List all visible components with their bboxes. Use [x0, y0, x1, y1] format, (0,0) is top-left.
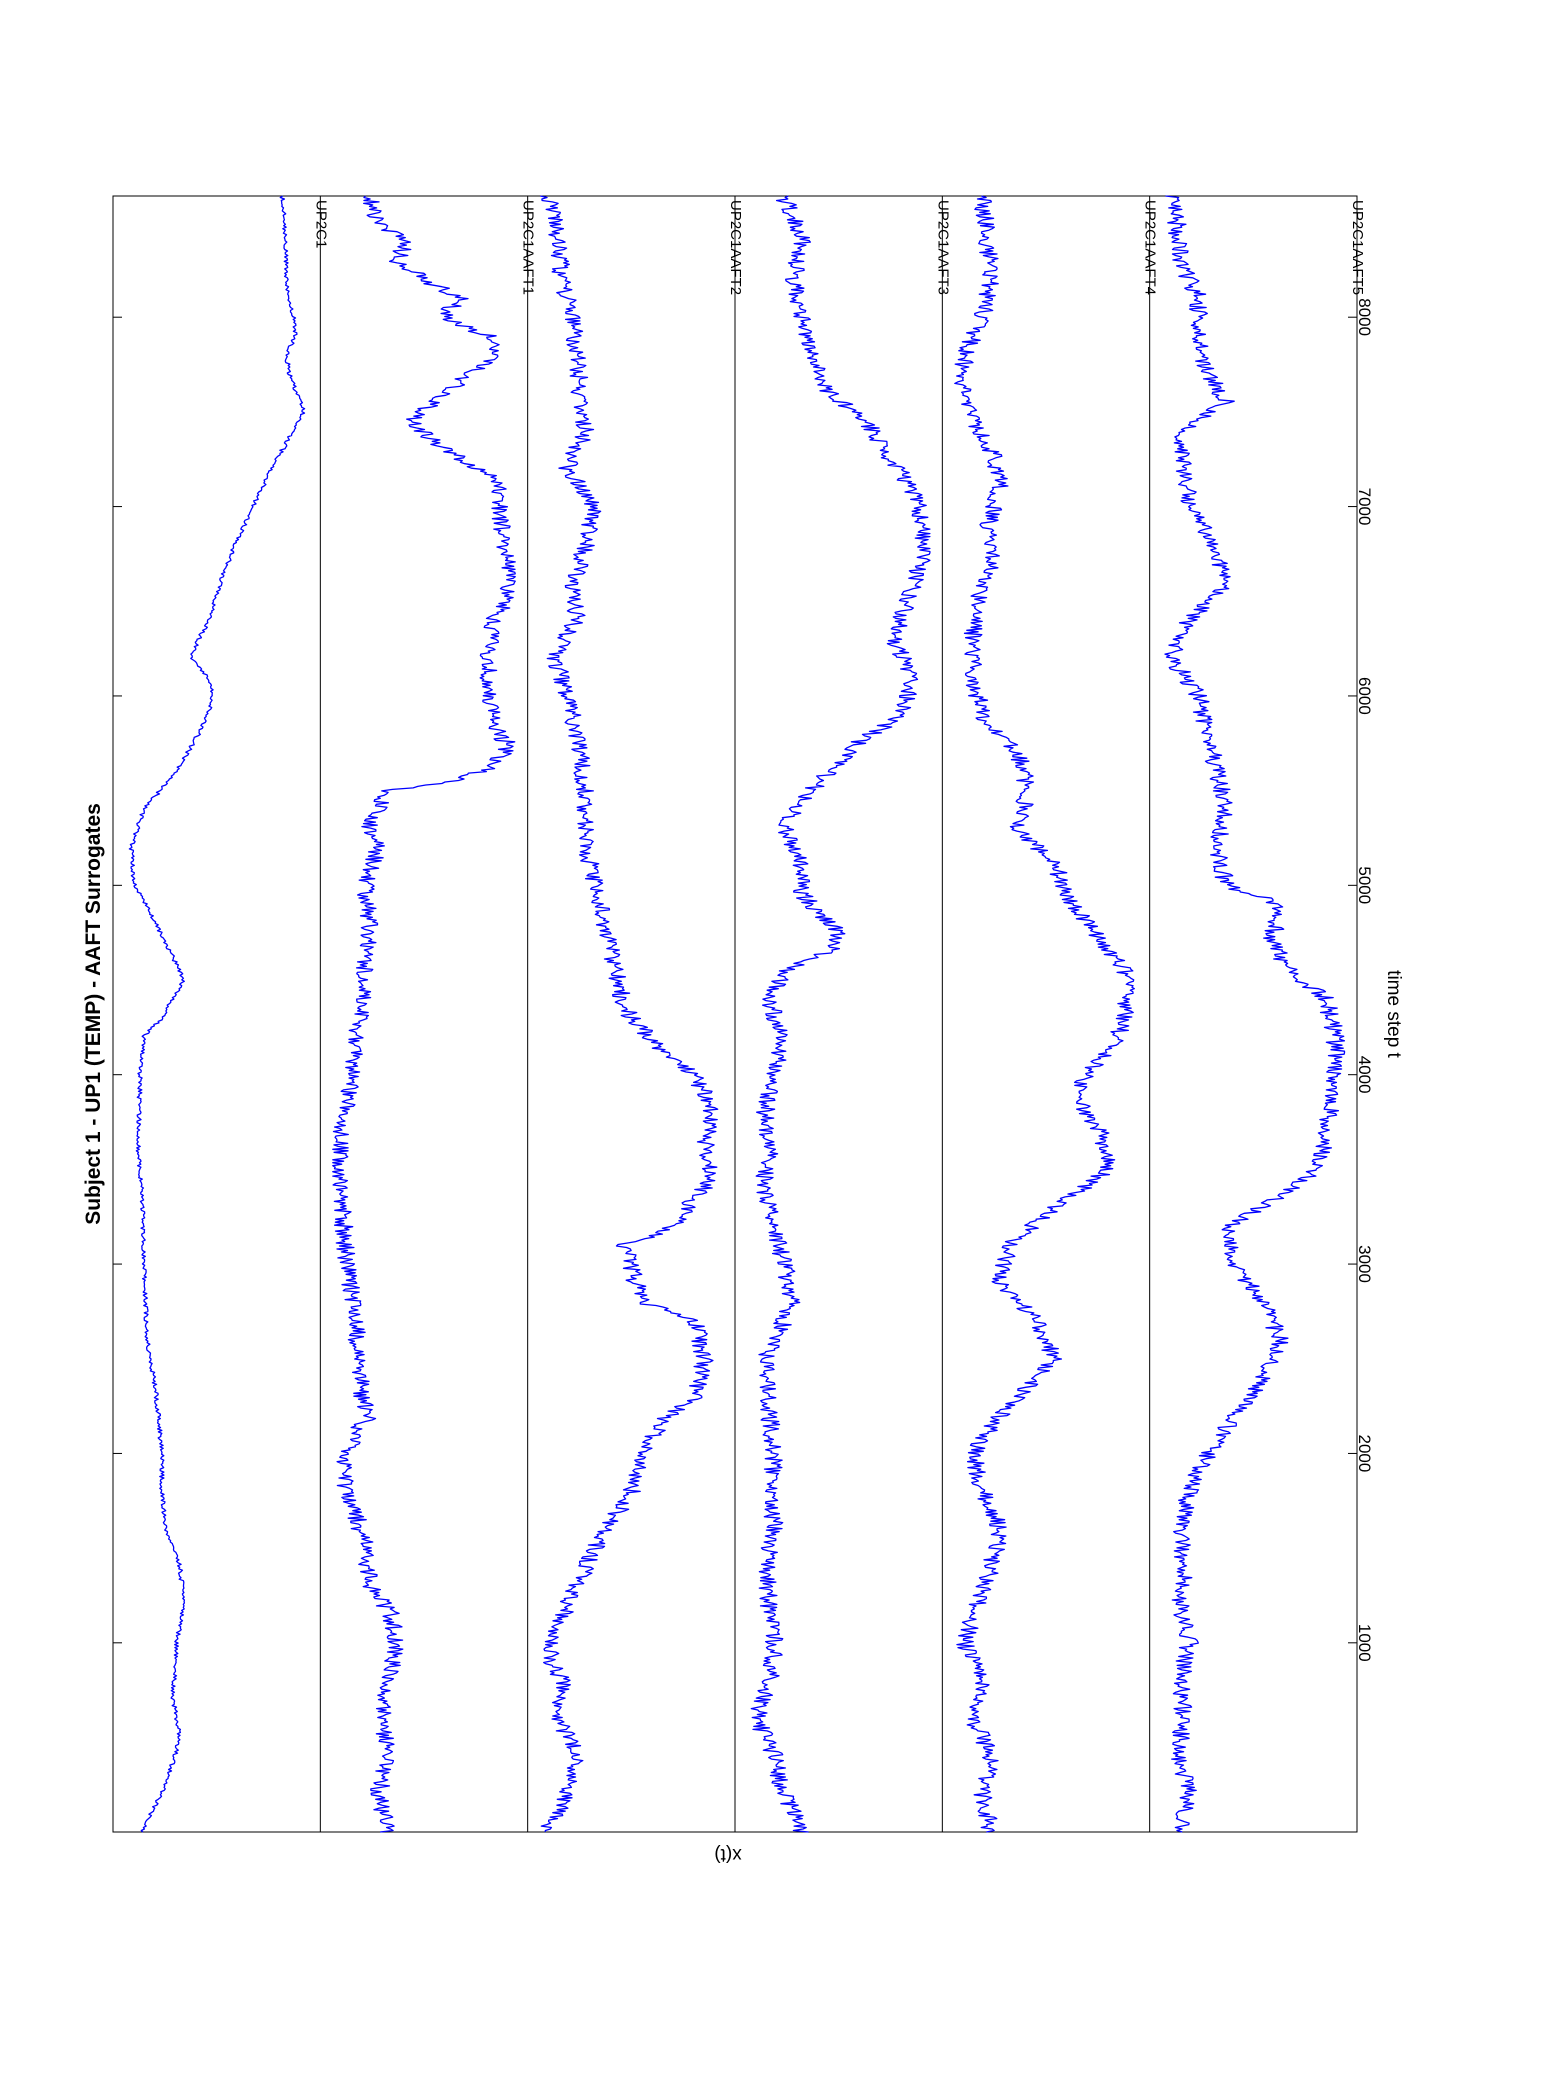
- x-tick-label: 3000: [1355, 1245, 1374, 1283]
- x-tick-label: 4000: [1355, 1056, 1374, 1094]
- series-label: UP2C1: [312, 200, 329, 248]
- series-label: UP2C1AAFT4: [1142, 200, 1159, 295]
- x-tick-label: 7000: [1355, 488, 1374, 526]
- series-line: [540, 195, 719, 1833]
- x-tick-label: 5000: [1355, 866, 1374, 904]
- series-label: UP2C1AAFT1: [520, 200, 537, 295]
- chart-title: Subject 1 - UP1 (TEMP) - AAFT Surrogates: [82, 803, 105, 1225]
- series-label: UP2C1AAFT3: [934, 200, 951, 295]
- series-line: [954, 195, 1135, 1833]
- x-axis-title: time step t: [1383, 970, 1404, 1058]
- series-label: UP2C1AAFT2: [727, 200, 744, 295]
- y-axis-title: x(t): [714, 1844, 741, 1865]
- series-label: UP2C1AAFT5: [1349, 200, 1366, 295]
- series-line: [1164, 195, 1346, 1833]
- series-line: [128, 195, 306, 1833]
- series-line: [750, 195, 931, 1833]
- x-tick-label: 6000: [1355, 677, 1374, 715]
- x-tick-label: 8000: [1355, 298, 1374, 336]
- series-line: [332, 195, 516, 1833]
- x-tick-label: 2000: [1355, 1435, 1374, 1473]
- x-tick-label: 1000: [1355, 1624, 1374, 1662]
